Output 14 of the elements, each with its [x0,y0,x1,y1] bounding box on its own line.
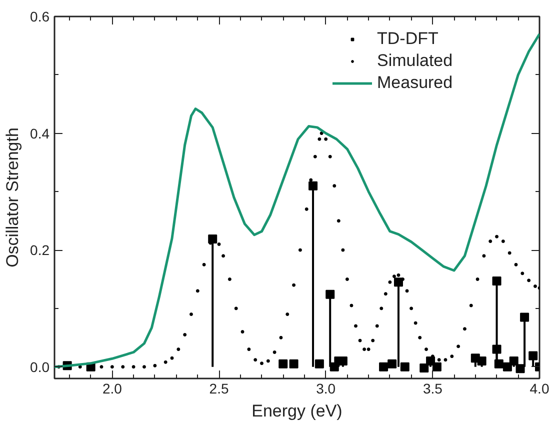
legend-label: Measured [377,72,454,94]
legend-label: Simulated [377,50,454,72]
x-tick-label: 2.0 [102,380,122,396]
y-tick-label: 0.6 [30,8,50,24]
y-axis-title: Oscillator Strength [3,128,22,268]
y-tick-label: 0.0 [30,358,50,375]
x-axis-title: Energy (eV) [252,402,342,420]
legend-label: TD-DFT [377,28,440,50]
x-tick-label: 4.0 [530,380,550,396]
x-tick-label: 2.5 [209,380,229,396]
y-tick-label: 0.2 [30,242,50,258]
x-tick-label: 3.0 [316,380,336,396]
x-tick-label: 3.5 [422,380,443,396]
y-tick-label: 0.4 [30,125,50,142]
